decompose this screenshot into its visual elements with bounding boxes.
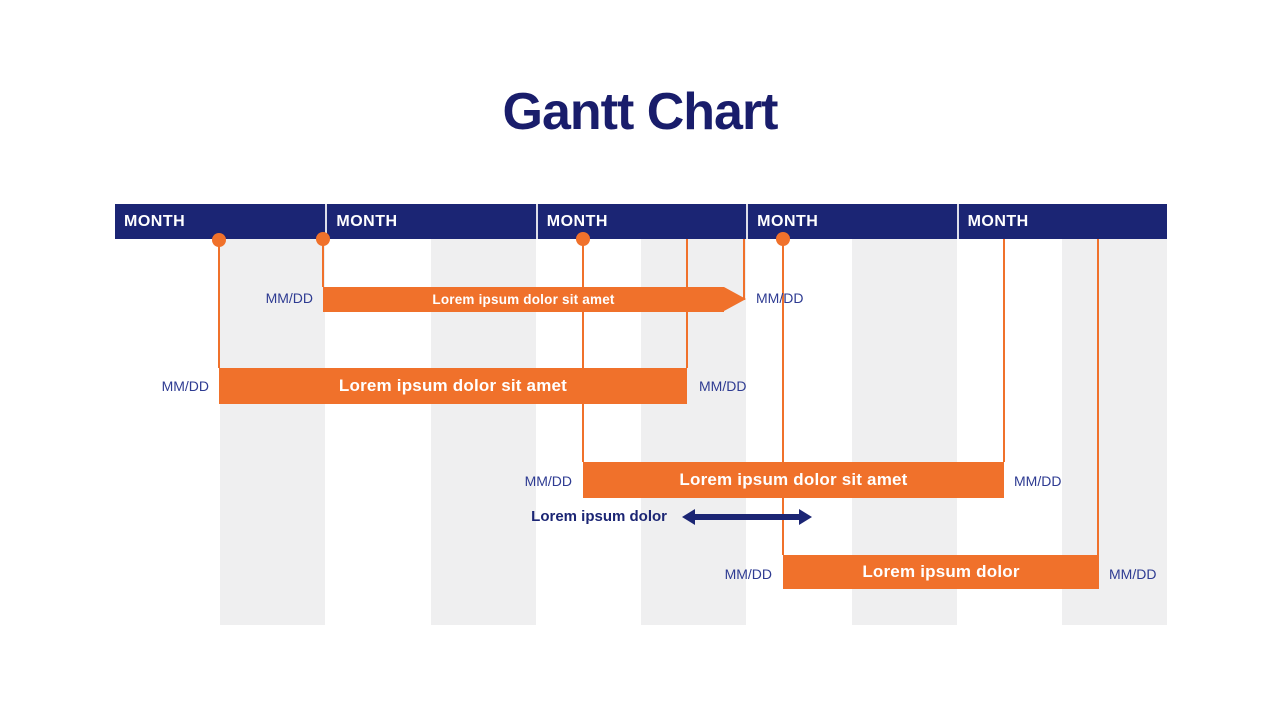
- connector-line: [582, 239, 584, 462]
- connector-line: [1003, 239, 1005, 462]
- task-bar-label: Lorem ipsum dolor sit amet: [432, 292, 615, 307]
- month-label: MONTH: [336, 212, 398, 230]
- start-date-label: MM/DD: [524, 473, 572, 489]
- arrowhead-right-icon: [799, 509, 812, 525]
- month-label: MONTH: [124, 212, 186, 230]
- connector-line: [322, 239, 324, 287]
- task-bar-3: Lorem ipsum dolor sit amet: [583, 462, 1004, 498]
- milestone-dot-icon: [316, 232, 330, 246]
- connector-line: [218, 239, 220, 368]
- milestone-dot-icon: [212, 233, 226, 247]
- column-stripe: [220, 239, 325, 625]
- connector-line: [1097, 239, 1099, 555]
- milestone-dot-icon: [776, 232, 790, 246]
- end-date-label: MM/DD: [756, 290, 804, 306]
- start-date-label: MM/DD: [161, 378, 209, 394]
- task-bar-1: Lorem ipsum dolor sit amet: [323, 287, 724, 312]
- task-bar-label: Lorem ipsum dolor: [862, 562, 1020, 581]
- month-cell: MONTH: [115, 204, 325, 239]
- end-date-label: MM/DD: [1109, 566, 1157, 582]
- arrow-shaft: [691, 514, 803, 520]
- task-bar-label: Lorem ipsum dolor sit amet: [338, 376, 568, 395]
- month-cell: MONTH: [956, 204, 1167, 239]
- connector-line: [743, 239, 745, 300]
- month-label: MONTH: [967, 212, 1029, 230]
- milestone-dot-icon: [576, 232, 590, 246]
- month-label: MONTH: [757, 212, 819, 230]
- task-bar-1-arrowhead-icon: [724, 287, 746, 311]
- task-bar-label: Lorem ipsum dolor sit amet: [679, 470, 908, 489]
- month-label: MONTH: [546, 212, 608, 230]
- timeline-header: MONTH MONTH MONTH MONTH MONTH: [115, 204, 1167, 239]
- start-date-label: MM/DD: [265, 290, 313, 306]
- end-date-label: MM/DD: [1014, 473, 1062, 489]
- duration-double-arrow-icon: [682, 509, 812, 525]
- month-cell: MONTH: [535, 204, 746, 239]
- month-cell: MONTH: [746, 204, 956, 239]
- gantt-chart: MONTH MONTH MONTH MONTH MONTH Lorem ipsu…: [115, 204, 1167, 625]
- arrowhead-left-icon: [682, 509, 695, 525]
- end-date-label: MM/DD: [699, 378, 747, 394]
- task-bar-4: Lorem ipsum dolor: [783, 555, 1099, 589]
- page-title: Gantt Chart: [502, 83, 779, 141]
- connector-line: [782, 239, 784, 555]
- month-cell: MONTH: [325, 204, 535, 239]
- start-date-label: MM/DD: [724, 566, 772, 582]
- task-bar-2: Lorem ipsum dolor sit amet: [219, 368, 687, 404]
- duration-note-label: Lorem ipsum dolor: [531, 508, 667, 525]
